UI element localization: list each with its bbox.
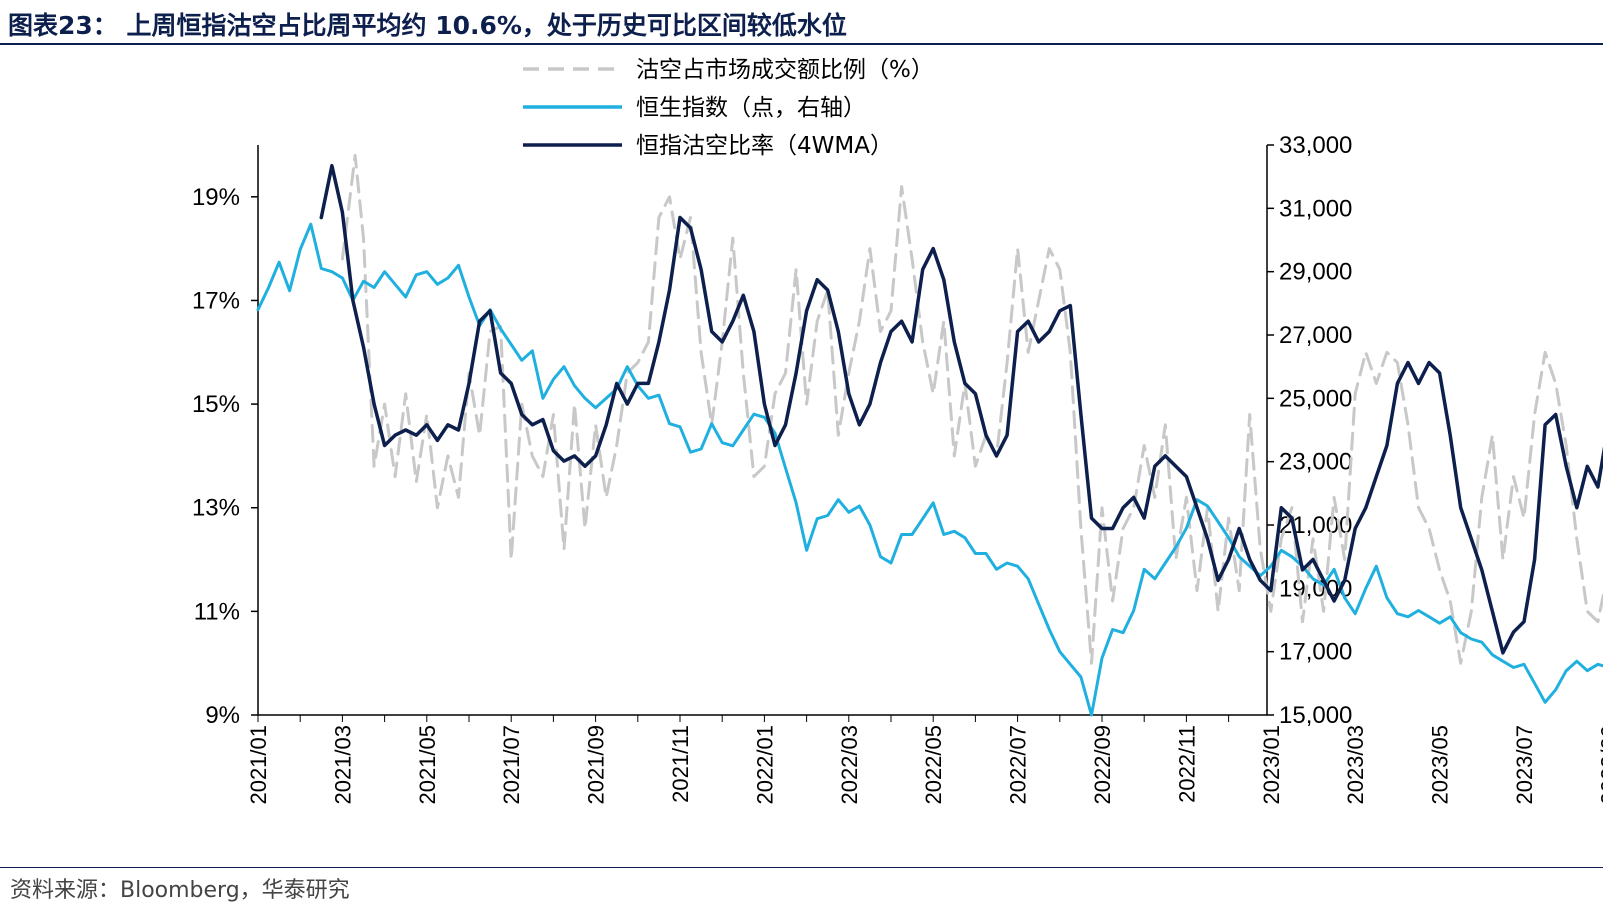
x-tick-label: 2023/01: [1259, 725, 1284, 805]
x-tick-label: 2023/07: [1512, 725, 1537, 805]
y-right-tick-label: 29,000: [1279, 259, 1352, 286]
x-tick-label: 2022/05: [921, 725, 946, 805]
legend-label: 恒指沽空比率（4WMA）: [636, 133, 893, 159]
y-left-tick-label: 9%: [205, 702, 240, 729]
x-tick-label: 2021/01: [246, 725, 271, 805]
x-tick-label: 2022/09: [1090, 725, 1115, 805]
x-tick-label: 2021/05: [415, 725, 440, 805]
x-tick-label: 2021/09: [584, 725, 609, 805]
y-right-tick-label: 27,000: [1279, 322, 1352, 349]
y-left-tick-label: 13%: [192, 495, 240, 522]
legend-label: 沽空占市场成交额比例（%）: [636, 57, 934, 83]
y-right-tick-label: 25,000: [1279, 385, 1352, 412]
y-right-tick-label: 23,000: [1279, 449, 1352, 476]
x-tick-label: 2023/05: [1428, 725, 1453, 805]
x-tick-label: 2021/07: [499, 725, 524, 805]
chart-title: 图表23： 上周恒指沽空占比周平均约 10.6%，处于历史可比区间较低水位: [8, 11, 847, 40]
series-line-2: [319, 163, 1603, 655]
y-left-tick-label: 15%: [192, 391, 240, 418]
y-right-tick-label: 31,000: [1279, 195, 1352, 222]
source-divider: [0, 867, 1603, 868]
x-tick-label: 2022/01: [752, 725, 777, 805]
y-left-tick-label: 17%: [192, 287, 240, 314]
chart-series: [256, 153, 1603, 717]
chart-svg: 沽空占市场成交额比例（%） 恒生指数（点，右轴） 恒指沽空比率（4WMA） 9% 11…: [192, 57, 1603, 805]
y-left-tick-label: 19%: [192, 184, 240, 211]
chart-axes: 9%11%13%15%17%19%15,00017,00019,00021,00…: [192, 132, 1603, 805]
x-tick-label: 2023/09: [1596, 725, 1603, 805]
source-note: 资料来源：Bloomberg，华泰研究: [10, 878, 350, 903]
x-tick-label: 2023/03: [1343, 725, 1368, 805]
legend-label: 恒生指数（点，右轴）: [636, 95, 866, 121]
x-tick-label: 2022/03: [837, 725, 862, 805]
series-line-1: [256, 222, 1603, 717]
x-tick-label: 2022/11: [1174, 725, 1199, 803]
series-line-0: [340, 153, 1603, 665]
y-right-tick-label: 15,000: [1279, 702, 1352, 729]
x-tick-label: 2021/03: [330, 725, 355, 805]
x-tick-label: 2022/07: [1006, 725, 1031, 805]
y-left-tick-label: 11%: [194, 598, 240, 625]
x-tick-label: 2021/11: [668, 725, 693, 803]
chart-legend: 沽空占市场成交额比例（%） 恒生指数（点，右轴） 恒指沽空比率（4WMA）: [523, 57, 934, 159]
y-right-tick-label: 17,000: [1279, 639, 1352, 666]
title-divider: [0, 43, 1603, 45]
y-right-tick-label: 33,000: [1279, 132, 1352, 159]
